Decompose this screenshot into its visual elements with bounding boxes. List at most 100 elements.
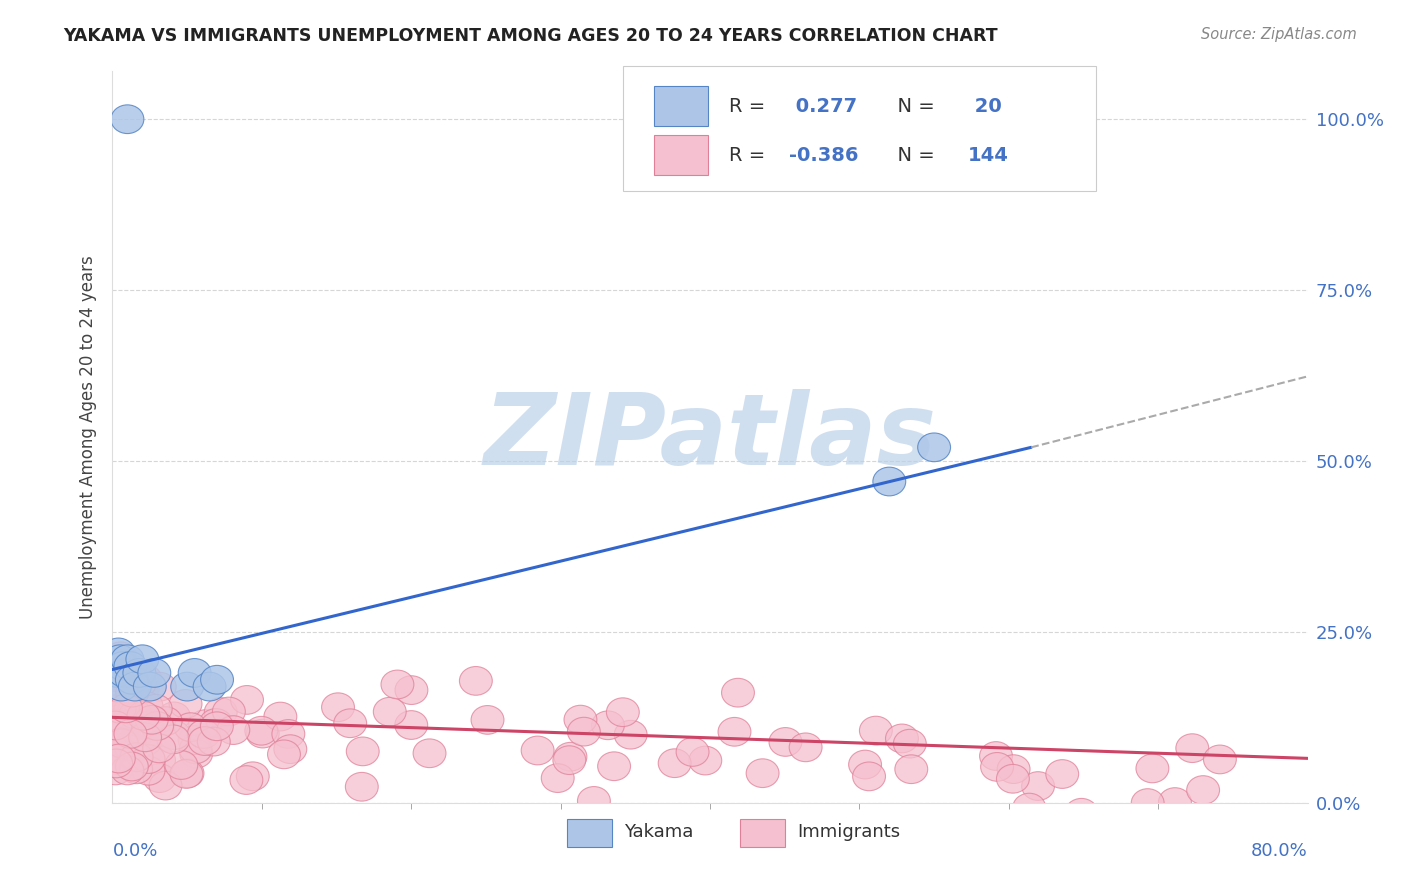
Ellipse shape: [134, 673, 166, 701]
Ellipse shape: [115, 665, 149, 694]
Ellipse shape: [894, 755, 928, 783]
Ellipse shape: [231, 686, 263, 714]
Ellipse shape: [413, 739, 446, 768]
Ellipse shape: [1132, 789, 1164, 817]
Ellipse shape: [395, 711, 427, 739]
Ellipse shape: [271, 720, 305, 748]
FancyBboxPatch shape: [740, 819, 786, 847]
Ellipse shape: [1175, 734, 1209, 763]
Ellipse shape: [197, 727, 231, 756]
Ellipse shape: [115, 682, 149, 711]
Ellipse shape: [157, 725, 190, 754]
Ellipse shape: [852, 762, 886, 790]
Ellipse shape: [105, 695, 138, 723]
Ellipse shape: [918, 433, 950, 462]
Ellipse shape: [100, 749, 132, 778]
Ellipse shape: [128, 723, 162, 752]
Ellipse shape: [131, 692, 163, 721]
Text: -0.386: -0.386: [789, 146, 859, 165]
Ellipse shape: [1192, 804, 1225, 832]
Ellipse shape: [129, 723, 163, 751]
Ellipse shape: [381, 670, 413, 698]
Ellipse shape: [103, 705, 136, 734]
Ellipse shape: [1159, 788, 1191, 816]
Text: R =: R =: [730, 146, 772, 165]
Ellipse shape: [789, 733, 823, 762]
Ellipse shape: [98, 710, 132, 739]
Ellipse shape: [138, 706, 172, 736]
Ellipse shape: [267, 740, 301, 769]
FancyBboxPatch shape: [654, 86, 707, 126]
Text: YAKAMA VS IMMIGRANTS UNEMPLOYMENT AMONG AGES 20 TO 24 YEARS CORRELATION CHART: YAKAMA VS IMMIGRANTS UNEMPLOYMENT AMONG …: [63, 27, 998, 45]
Ellipse shape: [104, 728, 138, 756]
Ellipse shape: [125, 708, 157, 737]
Ellipse shape: [115, 662, 148, 690]
Ellipse shape: [170, 673, 204, 701]
Ellipse shape: [98, 709, 132, 738]
Ellipse shape: [127, 673, 159, 701]
Ellipse shape: [554, 742, 586, 771]
Ellipse shape: [127, 701, 160, 731]
Ellipse shape: [592, 711, 624, 739]
Text: N =: N =: [884, 146, 941, 165]
Ellipse shape: [103, 694, 136, 723]
Ellipse shape: [578, 787, 610, 815]
Ellipse shape: [107, 664, 141, 692]
Ellipse shape: [188, 710, 222, 739]
Text: 144: 144: [969, 146, 1010, 165]
Ellipse shape: [200, 708, 232, 738]
Ellipse shape: [614, 721, 647, 749]
Ellipse shape: [100, 673, 132, 702]
Ellipse shape: [115, 678, 149, 707]
Ellipse shape: [606, 698, 640, 727]
Text: Immigrants: Immigrants: [797, 823, 900, 841]
Ellipse shape: [149, 706, 181, 736]
Ellipse shape: [135, 706, 169, 734]
Ellipse shape: [117, 704, 149, 732]
Ellipse shape: [111, 756, 143, 785]
Ellipse shape: [1064, 798, 1098, 827]
Ellipse shape: [873, 467, 905, 496]
Ellipse shape: [598, 752, 630, 780]
Ellipse shape: [188, 727, 221, 756]
Ellipse shape: [236, 762, 269, 790]
Ellipse shape: [179, 735, 212, 764]
Ellipse shape: [1022, 772, 1054, 800]
Ellipse shape: [980, 741, 1012, 771]
Text: 0.0%: 0.0%: [112, 842, 157, 860]
Ellipse shape: [114, 720, 146, 748]
Ellipse shape: [689, 747, 721, 775]
Ellipse shape: [127, 645, 159, 673]
Ellipse shape: [105, 729, 138, 758]
Ellipse shape: [122, 718, 155, 747]
Ellipse shape: [564, 706, 598, 734]
Ellipse shape: [747, 759, 779, 788]
Ellipse shape: [997, 764, 1029, 793]
Ellipse shape: [110, 694, 142, 723]
Ellipse shape: [114, 652, 146, 681]
Ellipse shape: [149, 772, 181, 800]
Ellipse shape: [112, 692, 145, 721]
Ellipse shape: [120, 743, 153, 772]
Ellipse shape: [120, 700, 152, 729]
Ellipse shape: [114, 725, 146, 754]
Ellipse shape: [1012, 793, 1046, 822]
Ellipse shape: [246, 719, 280, 747]
Text: R =: R =: [730, 97, 772, 116]
Ellipse shape: [143, 764, 176, 792]
Ellipse shape: [471, 706, 503, 734]
Ellipse shape: [1187, 776, 1219, 805]
Ellipse shape: [893, 730, 927, 758]
Ellipse shape: [264, 702, 297, 731]
Ellipse shape: [138, 658, 170, 687]
Ellipse shape: [346, 737, 380, 765]
Ellipse shape: [179, 726, 211, 755]
Ellipse shape: [201, 712, 233, 740]
Ellipse shape: [170, 760, 202, 789]
Ellipse shape: [111, 105, 143, 134]
Ellipse shape: [676, 738, 709, 766]
Ellipse shape: [174, 713, 207, 741]
Ellipse shape: [721, 678, 755, 707]
Ellipse shape: [111, 645, 143, 673]
Ellipse shape: [124, 714, 156, 744]
